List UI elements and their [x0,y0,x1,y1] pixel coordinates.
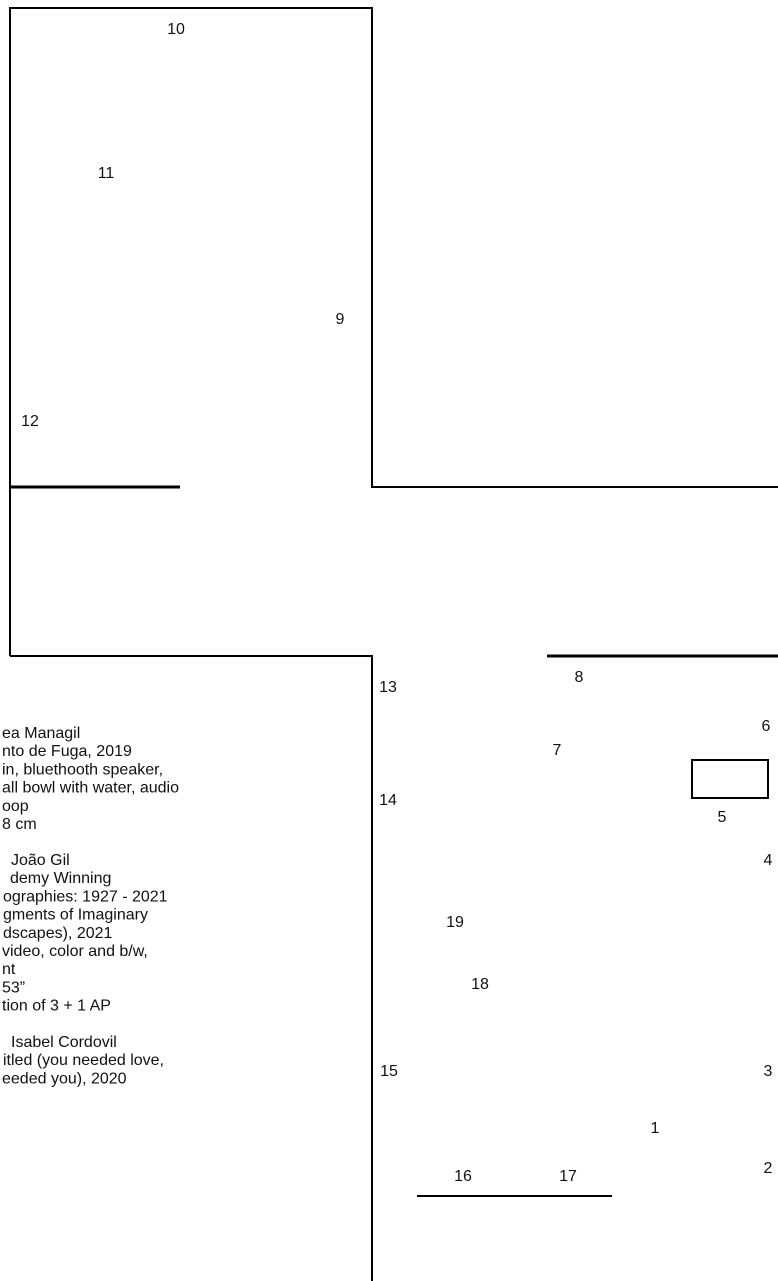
plinth [691,759,769,799]
work-caption-line: eeded you), 2020 [2,1070,127,1087]
wall [9,7,778,656]
work-number: 4 [764,852,773,869]
work-caption-line: ographies: 1927 - 2021 [3,888,168,905]
work-number: 13 [379,679,397,696]
work-number: 5 [718,809,727,826]
work-caption-line: gments of Imaginary [3,907,148,924]
work-caption-line: ea Managil [2,725,80,742]
work-number: 11 [98,165,115,182]
work-number: 16 [454,1168,472,1185]
work-number: 10 [167,21,185,38]
work-number: 14 [379,792,397,809]
work-caption-line: dscapes), 2021 [3,925,113,942]
work-caption-line: tion of 3 + 1 AP [2,998,111,1015]
work-caption-line: 53” [2,979,25,996]
work-caption-line: video, color and b/w, [2,943,148,960]
work-caption-line: in, bluethooth speaker, [2,761,163,778]
work-caption-line: all bowl with water, audio [2,780,179,797]
work-number: 17 [559,1168,577,1185]
work-caption-line: oop [2,798,29,815]
work-caption-line: demy Winning [10,870,111,887]
work-caption-line: itled (you needed love, [3,1052,164,1069]
work-number: 19 [446,914,464,931]
work-number: 1 [651,1120,660,1137]
work-number: 9 [336,311,345,328]
work-caption-line: João Gil [11,852,70,869]
walls [9,7,778,1281]
work-caption-line: nt [2,961,16,978]
work-number: 12 [21,413,39,430]
work-number: 15 [380,1063,398,1080]
work-number: 7 [553,742,562,759]
work-caption-line: nto de Fuga, 2019 [2,743,132,760]
wall [10,655,373,1281]
work-number: 18 [471,976,489,993]
work-number: 6 [762,718,771,735]
work-number: 3 [764,1063,773,1080]
work-number: 2 [764,1160,773,1177]
work-caption-line: Isabel Cordovil [11,1034,117,1051]
work-caption-line: 8 cm [2,816,37,833]
work-number: 8 [575,669,584,686]
